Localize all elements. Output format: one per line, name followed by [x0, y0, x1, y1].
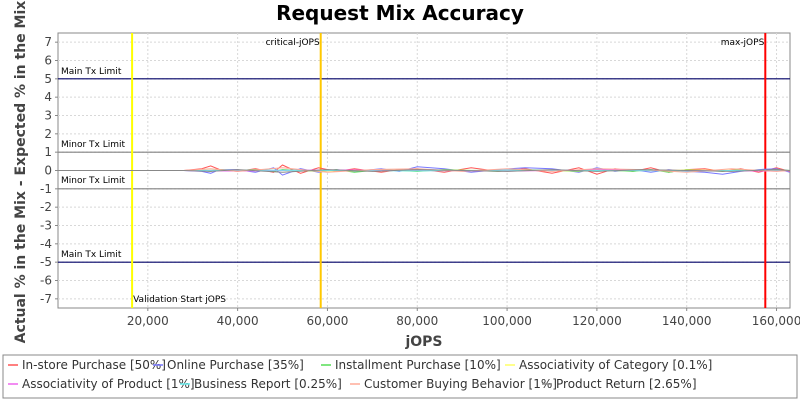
y-tick-label: 4 — [44, 90, 52, 104]
y-tick-label: -6 — [40, 274, 52, 288]
y-tick-label: 0 — [44, 164, 52, 178]
x-tick-label: 120,000 — [572, 314, 622, 328]
x-axis-label: jOPS — [404, 334, 442, 350]
legend-label: Installment Purchase [10%] — [335, 358, 501, 372]
legend-label: Business Report [0.25%] — [194, 377, 342, 391]
x-tick-label: 140,000 — [662, 314, 712, 328]
legend-label: Customer Buying Behavior [1%] — [364, 377, 557, 391]
legend-box — [2, 354, 798, 399]
limit-label: Minor Tx Limit — [61, 140, 126, 150]
y-tick-label: -3 — [40, 219, 52, 233]
marker-label: critical-jOPS — [266, 38, 320, 48]
y-tick-label: -5 — [40, 255, 52, 269]
x-tick-label: 80,000 — [396, 314, 438, 328]
y-tick-label: -7 — [40, 292, 52, 306]
y-tick-label: -4 — [40, 237, 52, 251]
y-tick-label: 6 — [44, 54, 52, 68]
legend-label: Online Purchase [35%] — [167, 358, 304, 372]
limit-lines: Main Tx Limit Minor Tx Limit Minor Tx Limi… — [58, 67, 790, 263]
legend-label: In-store Purchase [50%] — [22, 358, 166, 372]
marker-label: Validation Start jOPS — [133, 295, 226, 305]
x-axis-ticks: 20,000 40,000 60,000 80,000 100,000 120,000 14… — [127, 308, 800, 328]
y-tick-label: 5 — [44, 72, 52, 86]
x-tick-label: 100,000 — [482, 314, 532, 328]
chart-title: Request Mix Accuracy — [276, 1, 524, 25]
x-tick-label: 60,000 — [306, 314, 348, 328]
limit-label: Main Tx Limit — [61, 250, 122, 260]
x-tick-label: 40,000 — [217, 314, 259, 328]
y-tick-label: 1 — [44, 145, 52, 159]
legend-label: Associativity of Category [0.1%] — [519, 358, 712, 372]
legend: In-store Purchase [50%] Online Purchase [… — [8, 358, 712, 391]
legend-label: Associativity of Product [1%] — [22, 377, 195, 391]
x-tick-label: 160,000 — [752, 314, 800, 328]
limit-label: Minor Tx Limit — [61, 176, 126, 186]
y-axis-ticks: 7 6 5 4 3 2 1 0 -1 -2 -3 -4 -5 -6 -7 — [40, 35, 58, 306]
series-line — [58, 169, 791, 173]
y-tick-label: -2 — [40, 200, 52, 214]
y-tick-label: 2 — [44, 127, 52, 141]
y-tick-label: -1 — [40, 182, 52, 196]
y-tick-label: 7 — [44, 35, 52, 49]
y-tick-label: 3 — [44, 109, 52, 123]
x-tick-label: 20,000 — [127, 314, 169, 328]
limit-label: Main Tx Limit — [61, 67, 122, 77]
legend-label: Product Return [2.65%] — [556, 377, 697, 391]
marker-label: max-jOPS — [721, 38, 765, 48]
y-axis-label: Actual % in the Mix - Expected % in the … — [13, 1, 29, 344]
series-lines — [58, 164, 791, 176]
